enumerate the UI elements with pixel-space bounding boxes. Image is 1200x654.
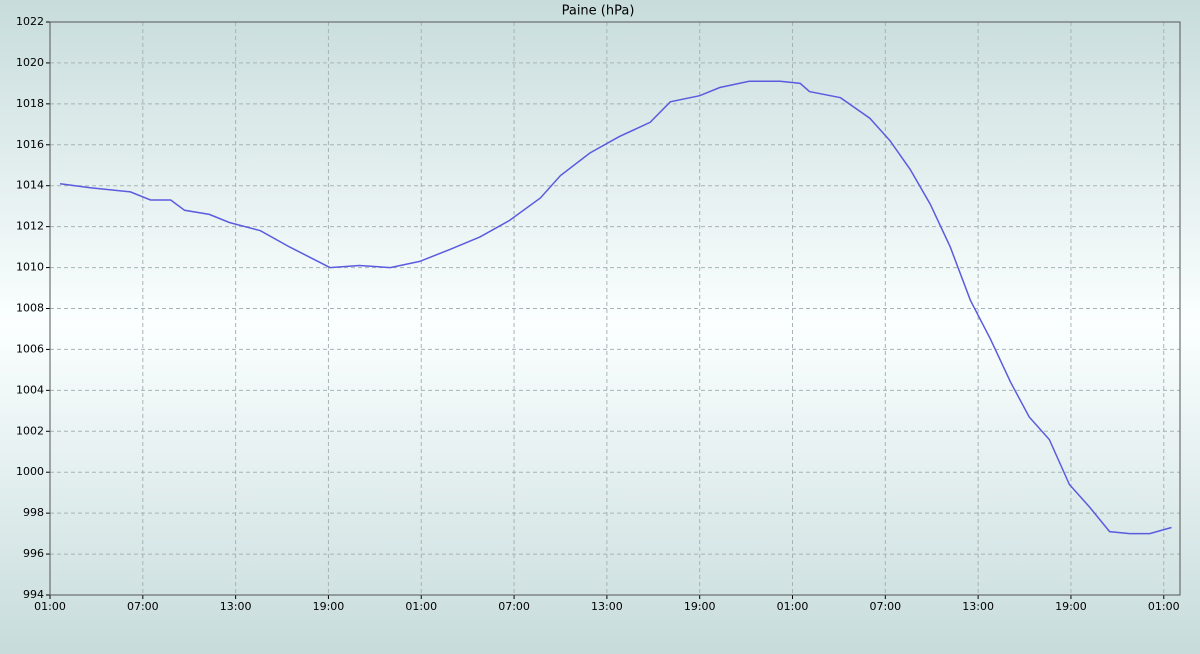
y-tick-label: 1008 xyxy=(16,302,44,315)
x-tick-label: 01:00 xyxy=(1148,600,1180,613)
y-tick-label: 1010 xyxy=(16,261,44,274)
y-tick-label: 996 xyxy=(23,547,44,560)
x-tick-label: 07:00 xyxy=(127,600,159,613)
y-tick-label: 1014 xyxy=(16,179,44,192)
chart-title: Paine (hPa) xyxy=(562,4,635,19)
y-tick-label: 1020 xyxy=(16,56,44,69)
y-tick-label: 1012 xyxy=(16,220,44,233)
y-tick-label: 1004 xyxy=(16,383,44,396)
x-tick-label: 13:00 xyxy=(220,600,252,613)
x-tick-label: 01:00 xyxy=(34,600,66,613)
y-tick-label: 1006 xyxy=(16,342,44,355)
y-tick-label: 1022 xyxy=(16,15,44,28)
x-tick-label: 19:00 xyxy=(684,600,716,613)
x-tick-label: 01:00 xyxy=(777,600,809,613)
x-tick-label: 13:00 xyxy=(591,600,623,613)
y-tick-label: 1002 xyxy=(16,424,44,437)
x-tick-label: 19:00 xyxy=(1055,600,1087,613)
x-tick-label: 01:00 xyxy=(405,600,437,613)
line xyxy=(59,80,1172,535)
y-tick-label: 1016 xyxy=(16,138,44,151)
y-tick-label: 1000 xyxy=(16,465,44,478)
plot-frame xyxy=(49,21,1181,596)
y-tick-label: 998 xyxy=(23,506,44,519)
y-tick-label: 994 xyxy=(23,588,44,601)
y-tick-label: 1018 xyxy=(16,97,44,110)
x-tick-label: 07:00 xyxy=(498,600,530,613)
x-tick-label: 13:00 xyxy=(962,600,994,613)
x-tick-label: 07:00 xyxy=(869,600,901,613)
x-tick-label: 19:00 xyxy=(313,600,345,613)
